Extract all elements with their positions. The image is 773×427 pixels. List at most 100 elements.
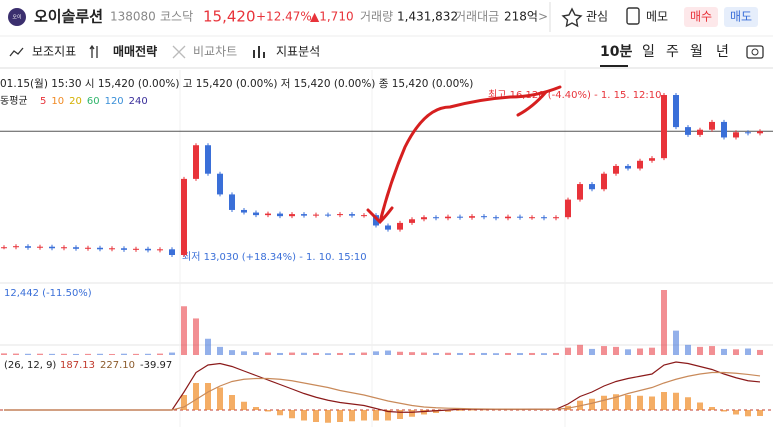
volume-bar xyxy=(625,349,631,355)
code: 138080 xyxy=(110,10,156,24)
candle xyxy=(157,249,163,251)
candle xyxy=(37,246,43,248)
volume-bar xyxy=(13,353,19,355)
change-pct: +12.47% xyxy=(256,10,312,24)
macd-hist xyxy=(721,410,727,412)
ma-period: 240 xyxy=(129,96,148,107)
volume-bar xyxy=(457,352,463,355)
candle xyxy=(61,247,67,249)
tool[interactable]: 지표분석 xyxy=(276,45,320,59)
candle xyxy=(385,225,391,230)
macd-hist xyxy=(301,410,307,421)
candle xyxy=(205,145,211,174)
candle xyxy=(229,194,235,210)
macd-hist xyxy=(457,410,463,411)
macd-hist xyxy=(181,395,187,410)
candle xyxy=(313,214,319,216)
candle xyxy=(49,246,55,249)
volume-bar xyxy=(757,349,763,355)
volume-bar xyxy=(637,348,643,355)
tool-selected[interactable]: 매매전략 xyxy=(113,44,157,59)
candle xyxy=(421,217,427,220)
action-memo[interactable]: 메모 xyxy=(646,10,668,24)
volume-bar xyxy=(61,353,67,355)
period[interactable]: 주 xyxy=(666,44,679,60)
memo-icon[interactable] xyxy=(626,7,640,25)
macd-hist xyxy=(229,395,235,410)
macd-label: (26, 12, 9) xyxy=(4,360,56,371)
candle xyxy=(541,217,547,219)
candle xyxy=(397,222,403,230)
period[interactable]: 월 xyxy=(690,44,703,60)
volume-bar xyxy=(733,349,739,355)
volume-bar xyxy=(313,352,319,355)
buy-text[interactable]: 매수 xyxy=(690,10,712,24)
amount-label: 거래대금 xyxy=(455,10,499,24)
signal-line xyxy=(4,371,761,411)
sell-button[interactable] xyxy=(724,7,758,27)
candle xyxy=(733,132,739,138)
volume-bar xyxy=(565,347,571,355)
signal-value: 227.10 xyxy=(100,360,135,371)
tool-icon xyxy=(253,46,265,58)
volume-bar xyxy=(469,353,475,355)
more[interactable]: > xyxy=(538,10,548,24)
volume-bar xyxy=(745,348,751,355)
volume-readout: 12,442 (-11.50%) xyxy=(4,288,92,299)
ma-period: 10 xyxy=(51,96,64,107)
volume-bar xyxy=(505,352,511,355)
info-line: 01.15(월) 15:30 시 15,420 (0.00%) 고 15,420… xyxy=(0,78,473,90)
volume-bar xyxy=(529,352,535,355)
candle xyxy=(169,249,175,255)
buy-button[interactable] xyxy=(684,7,718,27)
macd-hist xyxy=(337,410,343,422)
macd-hist xyxy=(373,410,379,421)
candle xyxy=(565,199,571,218)
macd-hist xyxy=(193,383,199,410)
period[interactable]: 년 xyxy=(716,44,729,60)
volume-bar xyxy=(301,352,307,355)
macd-hist xyxy=(217,387,223,410)
period-selected[interactable]: 10분 xyxy=(600,44,632,60)
sell-text[interactable]: 매도 xyxy=(730,10,752,24)
camera-icon[interactable] xyxy=(746,45,764,59)
tool[interactable]: 비교차트 xyxy=(193,45,237,59)
candle xyxy=(325,214,331,216)
volume-bar xyxy=(73,353,79,355)
candle xyxy=(433,217,439,219)
volume-bar xyxy=(397,351,403,355)
volume-bar xyxy=(697,346,703,355)
macd-hist xyxy=(325,410,331,423)
volume-bar xyxy=(361,352,367,355)
macd-hist xyxy=(637,395,643,410)
volume-bar xyxy=(49,353,55,355)
min-label: 최저 13,030 (+18.34%) - 1. 10. 15:10 xyxy=(182,251,367,263)
period[interactable]: 일 xyxy=(642,44,655,60)
ma-period: 120 xyxy=(105,96,124,107)
action-fav[interactable]: 관심 xyxy=(586,10,608,24)
logo-text: 오이 xyxy=(12,14,21,21)
candle xyxy=(601,173,607,190)
volume-bar xyxy=(589,348,595,355)
candle xyxy=(73,247,79,249)
candle xyxy=(745,132,751,134)
macd-hist xyxy=(685,397,691,410)
tool[interactable]: 보조지표 xyxy=(32,45,76,59)
star-icon[interactable] xyxy=(561,7,583,28)
volume-bar xyxy=(373,351,379,355)
volume-bar xyxy=(253,352,259,355)
macd-hist xyxy=(589,398,595,410)
macd-hist xyxy=(361,410,367,421)
candle xyxy=(529,217,535,219)
candle xyxy=(721,121,727,138)
volume-bar xyxy=(121,353,127,355)
candle xyxy=(673,95,679,128)
volume-bar xyxy=(613,346,619,355)
macd-hist xyxy=(289,410,295,419)
candle xyxy=(637,160,643,169)
volume-bar xyxy=(25,353,31,355)
macd-hist xyxy=(397,410,403,419)
tool-icon xyxy=(9,47,24,57)
macd-hist xyxy=(601,395,607,410)
